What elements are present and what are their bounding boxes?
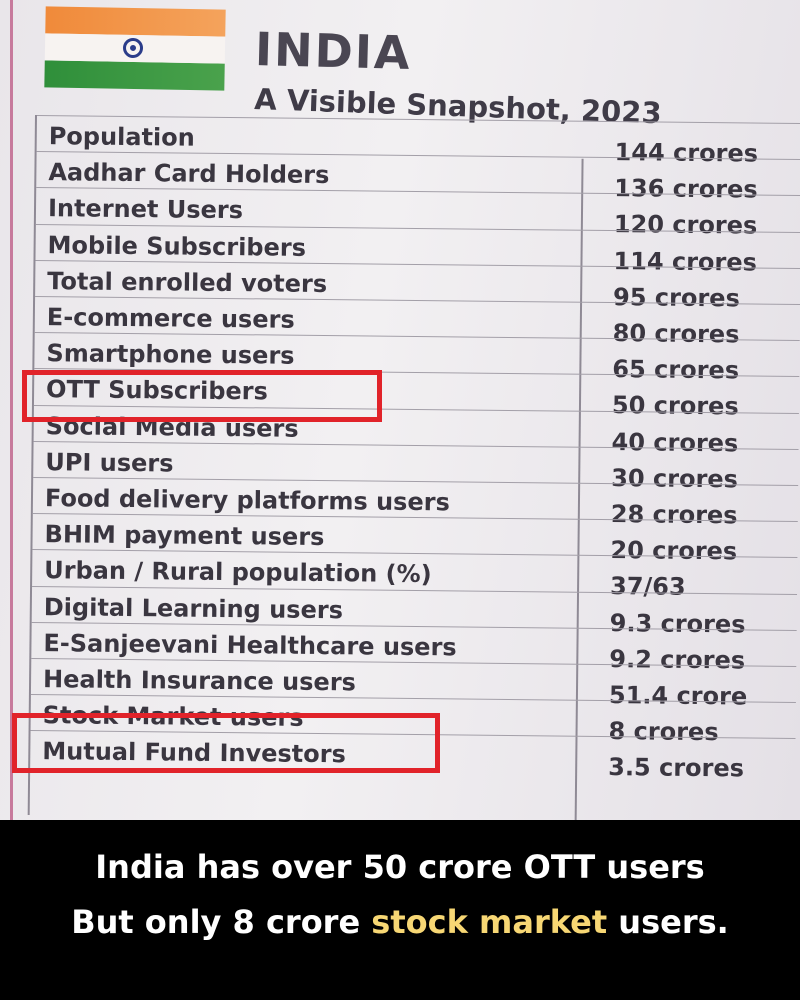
row-value: 3.5 crores	[608, 753, 745, 783]
caption-highlight: stock market	[371, 903, 608, 941]
row-label: Health Insurance users	[42, 665, 357, 697]
row-label: Population	[48, 122, 195, 152]
page-title: INDIA	[254, 21, 413, 81]
row-label: UPI users	[45, 447, 174, 478]
caption-banner: India has over 50 crore OTT users But on…	[0, 828, 800, 1000]
photo-edge	[10, 0, 13, 820]
row-label: Urban / Rural population (%)	[44, 556, 432, 589]
highlight-box-ott	[22, 370, 382, 422]
row-label: BHIM payment users	[44, 520, 325, 552]
highlight-box-stock-market	[12, 713, 440, 773]
row-label: Smartphone users	[46, 339, 295, 370]
row-label: Mobile Subscribers	[47, 230, 307, 262]
caption-line-2-prefix: But only 8 crore	[71, 903, 372, 941]
row-label: E-Sanjeevani Healthcare users	[43, 628, 457, 662]
row-label: Aadhar Card Holders	[48, 158, 330, 190]
row-label: Digital Learning users	[43, 592, 344, 624]
row-label: Total enrolled voters	[47, 266, 328, 298]
india-flag-icon	[44, 6, 226, 91]
caption-line-1: India has over 50 crore OTT users	[95, 848, 705, 886]
row-label: E-commerce users	[46, 303, 295, 334]
newspaper-photo: INDIA A Visible Snapshot, 2023 Populatio…	[0, 0, 800, 820]
row-label: Food delivery platforms users	[44, 484, 450, 517]
ashoka-chakra-icon	[122, 37, 144, 59]
caption-line-2: But only 8 crore stock market users.	[0, 903, 800, 941]
row-label: Internet Users	[47, 194, 244, 225]
caption-line-2-suffix: users.	[607, 903, 729, 941]
